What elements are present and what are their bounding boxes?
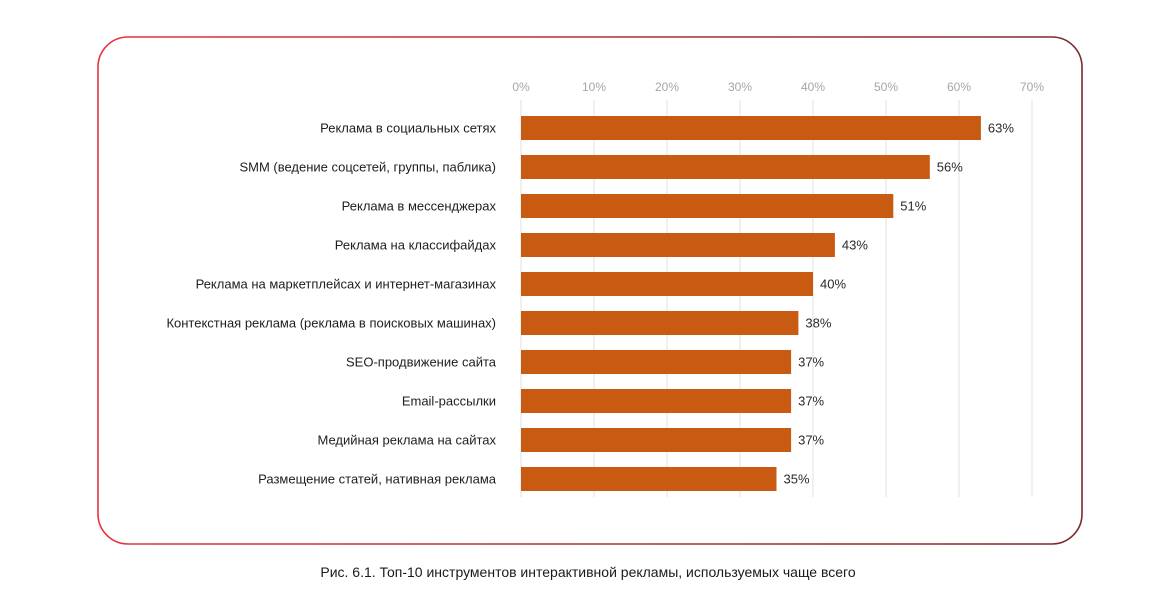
category-label: Email-рассылки (402, 394, 496, 409)
x-tick-label: 0% (512, 80, 530, 94)
value-label: 40% (820, 277, 846, 292)
bar (521, 116, 981, 140)
value-label: 35% (784, 472, 810, 487)
x-tick-label: 30% (728, 80, 752, 94)
bar (521, 467, 777, 491)
category-label: Контекстная реклама (реклама в поисковых… (166, 316, 496, 331)
value-label: 56% (937, 160, 963, 175)
bar (521, 272, 813, 296)
bar (521, 155, 930, 179)
value-label: 51% (900, 199, 926, 214)
x-tick-label: 10% (582, 80, 606, 94)
bar (521, 350, 792, 374)
category-labels: Реклама в социальных сетях SMM (ведение с… (166, 121, 496, 487)
x-tick-label: 60% (947, 80, 971, 94)
figure-caption: Рис. 6.1. Топ-10 инструментов интерактив… (320, 564, 856, 580)
value-label: 37% (798, 433, 824, 448)
category-label: Реклама на маркетплейсах и интернет-мага… (196, 277, 497, 292)
bar (521, 428, 792, 452)
value-label: 38% (805, 316, 831, 331)
bar (521, 389, 792, 413)
chart-border (97, 36, 1083, 545)
category-label: Реклама в социальных сетях (320, 121, 496, 136)
value-labels: 63% 56% 51% 43% 40% 38% 37% 37% 37% 35% (784, 121, 1015, 487)
category-label: SEO-продвижение сайта (346, 355, 497, 370)
category-label: Размещение статей, нативная реклама (258, 472, 497, 487)
value-label: 63% (988, 121, 1014, 136)
bars (521, 116, 981, 491)
value-label: 37% (798, 394, 824, 409)
category-label: Реклама в мессенджерах (342, 199, 497, 214)
category-label: SMM (ведение соцсетей, группы, паблика) (239, 160, 496, 175)
bar (521, 233, 835, 257)
bar (521, 311, 799, 335)
x-tick-label: 20% (655, 80, 679, 94)
bar (521, 194, 894, 218)
x-tick-label: 40% (801, 80, 825, 94)
category-label: Реклама на классифайдах (335, 238, 497, 253)
value-label: 37% (798, 355, 824, 370)
value-label: 43% (842, 238, 868, 253)
x-axis-ticks: 0% 10% 20% 30% 40% 50% 60% 70% (512, 80, 1044, 94)
x-tick-label: 70% (1020, 80, 1044, 94)
x-tick-label: 50% (874, 80, 898, 94)
category-label: Медийная реклама на сайтах (317, 433, 496, 448)
